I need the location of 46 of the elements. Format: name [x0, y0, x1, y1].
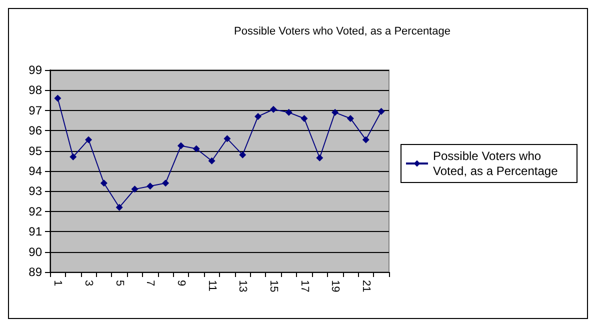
- point: [224, 135, 231, 142]
- point: [270, 106, 277, 113]
- point: [239, 151, 246, 158]
- x-tick-label: 7: [144, 280, 156, 286]
- x-tick-label: 1: [52, 280, 64, 286]
- y-tick-label: 95: [28, 144, 42, 158]
- point: [177, 142, 184, 150]
- point: [208, 157, 216, 164]
- point: [300, 114, 308, 122]
- y-tick-label: 89: [28, 265, 42, 279]
- y-tick-label: 92: [28, 204, 42, 218]
- legend-label: Possible Voters who Voted, as a Percentage: [433, 149, 558, 178]
- x-tick-label: 9: [174, 280, 187, 286]
- x-tick-label: 5: [113, 280, 126, 286]
- x-tick-label: 19: [329, 280, 342, 292]
- point: [70, 153, 77, 160]
- y-tick-label: 99: [28, 63, 42, 77]
- y-tick-label: 96: [28, 124, 42, 138]
- point: [362, 136, 370, 144]
- x-tick-label: 15: [267, 280, 280, 292]
- point: [332, 108, 339, 116]
- point: [378, 108, 385, 115]
- y-tick-label: 94: [28, 164, 42, 178]
- point: [146, 182, 154, 190]
- point: [192, 145, 200, 152]
- point: [316, 154, 324, 162]
- point: [85, 136, 92, 144]
- x-tick-label: 3: [82, 280, 95, 286]
- point: [100, 180, 108, 187]
- y-tick-label: 90: [28, 244, 42, 259]
- x-tick-label: 21: [360, 280, 372, 292]
- point: [116, 204, 123, 211]
- point: [162, 180, 170, 187]
- x-tick-label: 13: [236, 280, 249, 292]
- y-tick-label: 98: [28, 83, 42, 98]
- y-tick-label: 97: [28, 103, 42, 118]
- point: [54, 94, 62, 102]
- point: [254, 112, 262, 120]
- x-tick-label: 11: [206, 280, 218, 292]
- point: [346, 114, 354, 122]
- y-tick-label: 93: [28, 184, 42, 198]
- chart-title: Possible Voters who Voted, as a Percentage: [234, 26, 450, 38]
- point: [285, 108, 292, 116]
- x-tick-label: 17: [298, 280, 310, 292]
- point: [131, 186, 138, 193]
- y-tick-label: 91: [28, 224, 42, 239]
